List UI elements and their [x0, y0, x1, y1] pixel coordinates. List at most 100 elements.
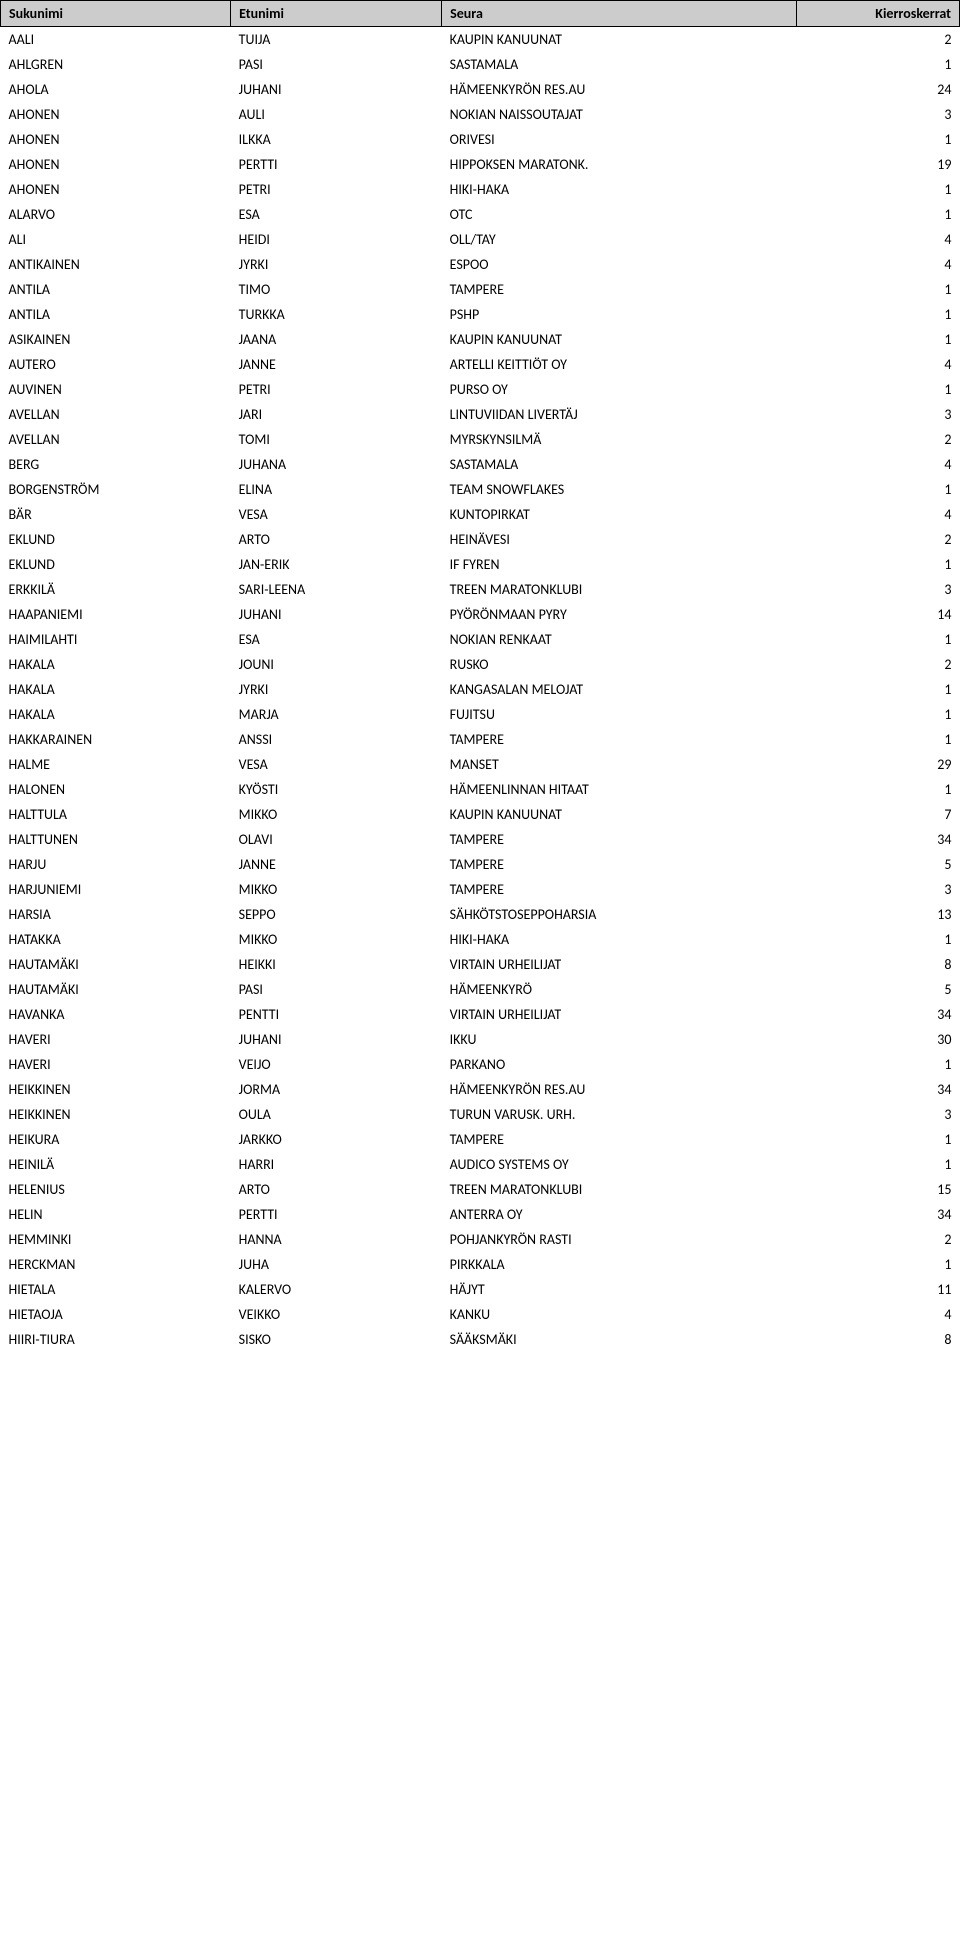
- cell-sukunimi: AVELLAN: [1, 427, 231, 452]
- cell-kierroskerrat: 1: [796, 927, 959, 952]
- cell-kierroskerrat: 34: [796, 827, 959, 852]
- cell-seura: KUNTOPIRKAT: [442, 502, 797, 527]
- cell-etunimi: SISKO: [231, 1327, 442, 1352]
- cell-sukunimi: HATAKKA: [1, 927, 231, 952]
- cell-seura: PYÖRÖNMAAN PYRY: [442, 602, 797, 627]
- cell-seura: NOKIAN RENKAAT: [442, 627, 797, 652]
- cell-kierroskerrat: 1: [796, 52, 959, 77]
- cell-sukunimi: AALI: [1, 27, 231, 53]
- table-row: HEIKKINENOULATURUN VARUSK. URH.3: [1, 1102, 960, 1127]
- cell-etunimi: PASI: [231, 52, 442, 77]
- cell-etunimi: KALERVO: [231, 1277, 442, 1302]
- cell-seura: AUDICO SYSTEMS OY: [442, 1152, 797, 1177]
- table-row: HEINILÄHARRIAUDICO SYSTEMS OY1: [1, 1152, 960, 1177]
- cell-seura: LINTUVIIDAN LIVERTÄJ: [442, 402, 797, 427]
- cell-seura: FUJITSU: [442, 702, 797, 727]
- table-row: HARSIASEPPOSÄHKÖTSTOSEPPOHARSIA13: [1, 902, 960, 927]
- header-etunimi: Etunimi: [231, 1, 442, 27]
- cell-sukunimi: BERG: [1, 452, 231, 477]
- cell-sukunimi: HIIRI-TIURA: [1, 1327, 231, 1352]
- cell-kierroskerrat: 2: [796, 652, 959, 677]
- cell-sukunimi: HAVANKA: [1, 1002, 231, 1027]
- cell-sukunimi: HALONEN: [1, 777, 231, 802]
- cell-kierroskerrat: 3: [796, 877, 959, 902]
- cell-etunimi: ESA: [231, 202, 442, 227]
- cell-kierroskerrat: 15: [796, 1177, 959, 1202]
- table-row: AVELLANJARILINTUVIIDAN LIVERTÄJ3: [1, 402, 960, 427]
- cell-seura: KAUPIN KANUUNAT: [442, 27, 797, 53]
- cell-etunimi: MIKKO: [231, 877, 442, 902]
- table-row: AHLGRENPASISASTAMALA1: [1, 52, 960, 77]
- cell-seura: HEINÄVESI: [442, 527, 797, 552]
- cell-seura: SASTAMALA: [442, 452, 797, 477]
- cell-etunimi: ESA: [231, 627, 442, 652]
- cell-etunimi: MIKKO: [231, 927, 442, 952]
- cell-kierroskerrat: 1: [796, 177, 959, 202]
- cell-kierroskerrat: 4: [796, 252, 959, 277]
- cell-seura: TEAM SNOWFLAKES: [442, 477, 797, 502]
- cell-seura: POHJANKYRÖN RASTI: [442, 1227, 797, 1252]
- cell-etunimi: TIMO: [231, 277, 442, 302]
- cell-etunimi: PERTTI: [231, 1202, 442, 1227]
- cell-seura: HÄMEENLINNAN HITAAT: [442, 777, 797, 802]
- cell-sukunimi: HAIMILAHTI: [1, 627, 231, 652]
- table-row: HALONENKYÖSTIHÄMEENLINNAN HITAAT1: [1, 777, 960, 802]
- cell-etunimi: TUIJA: [231, 27, 442, 53]
- cell-kierroskerrat: 11: [796, 1277, 959, 1302]
- header-kierroskerrat: Kierroskerrat: [796, 1, 959, 27]
- table-row: HERCKMANJUHAPIRKKALA1: [1, 1252, 960, 1277]
- cell-sukunimi: AHONEN: [1, 102, 231, 127]
- cell-sukunimi: HAKALA: [1, 677, 231, 702]
- cell-sukunimi: HARJU: [1, 852, 231, 877]
- table-row: HIIRI-TIURASISKOSÄÄKSMÄKI8: [1, 1327, 960, 1352]
- cell-kierroskerrat: 1: [796, 202, 959, 227]
- cell-sukunimi: HEMMINKI: [1, 1227, 231, 1252]
- table-row: HAAPANIEMIJUHANIPYÖRÖNMAAN PYRY14: [1, 602, 960, 627]
- cell-seura: OTC: [442, 202, 797, 227]
- cell-etunimi: PETRI: [231, 377, 442, 402]
- cell-seura: ORIVESI: [442, 127, 797, 152]
- cell-sukunimi: ANTIKAINEN: [1, 252, 231, 277]
- cell-seura: PSHP: [442, 302, 797, 327]
- cell-sukunimi: HELENIUS: [1, 1177, 231, 1202]
- table-row: BERGJUHANASASTAMALA4: [1, 452, 960, 477]
- cell-etunimi: JARKKO: [231, 1127, 442, 1152]
- table-row: HAVERIVEIJOPARKANO1: [1, 1052, 960, 1077]
- cell-seura: MANSET: [442, 752, 797, 777]
- cell-sukunimi: HALTTUNEN: [1, 827, 231, 852]
- cell-etunimi: PERTTI: [231, 152, 442, 177]
- table-row: HAKALAJYRKIKANGASALAN MELOJAT1: [1, 677, 960, 702]
- cell-sukunimi: HERCKMAN: [1, 1252, 231, 1277]
- results-table: Sukunimi Etunimi Seura Kierroskerrat AAL…: [0, 0, 960, 1352]
- cell-kierroskerrat: 19: [796, 152, 959, 177]
- cell-sukunimi: HEIKKINEN: [1, 1102, 231, 1127]
- table-row: HIETALAKALERVOHÄJYT11: [1, 1277, 960, 1302]
- cell-sukunimi: HALME: [1, 752, 231, 777]
- cell-seura: TREEN MARATONKLUBI: [442, 1177, 797, 1202]
- cell-seura: PARKANO: [442, 1052, 797, 1077]
- cell-kierroskerrat: 3: [796, 402, 959, 427]
- cell-seura: KAUPIN KANUUNAT: [442, 327, 797, 352]
- cell-kierroskerrat: 1: [796, 677, 959, 702]
- cell-seura: TAMPERE: [442, 277, 797, 302]
- table-row: HAUTAMÄKIHEIKKIVIRTAIN URHEILIJAT8: [1, 952, 960, 977]
- cell-sukunimi: EKLUND: [1, 527, 231, 552]
- cell-etunimi: JUHANI: [231, 602, 442, 627]
- header-sukunimi: Sukunimi: [1, 1, 231, 27]
- table-row: HELENIUSARTOTREEN MARATONKLUBI15: [1, 1177, 960, 1202]
- cell-etunimi: ELINA: [231, 477, 442, 502]
- cell-etunimi: JYRKI: [231, 252, 442, 277]
- cell-sukunimi: BÄR: [1, 502, 231, 527]
- cell-sukunimi: HALTTULA: [1, 802, 231, 827]
- cell-etunimi: KYÖSTI: [231, 777, 442, 802]
- cell-etunimi: JAANA: [231, 327, 442, 352]
- cell-kierroskerrat: 1: [796, 302, 959, 327]
- cell-etunimi: OLAVI: [231, 827, 442, 852]
- cell-etunimi: HANNA: [231, 1227, 442, 1252]
- cell-sukunimi: HEIKURA: [1, 1127, 231, 1152]
- table-row: HALMEVESAMANSET29: [1, 752, 960, 777]
- table-row: AHOLAJUHANIHÄMEENKYRÖN RES.AU24: [1, 77, 960, 102]
- cell-kierroskerrat: 1: [796, 702, 959, 727]
- cell-seura: PIRKKALA: [442, 1252, 797, 1277]
- cell-seura: PURSO OY: [442, 377, 797, 402]
